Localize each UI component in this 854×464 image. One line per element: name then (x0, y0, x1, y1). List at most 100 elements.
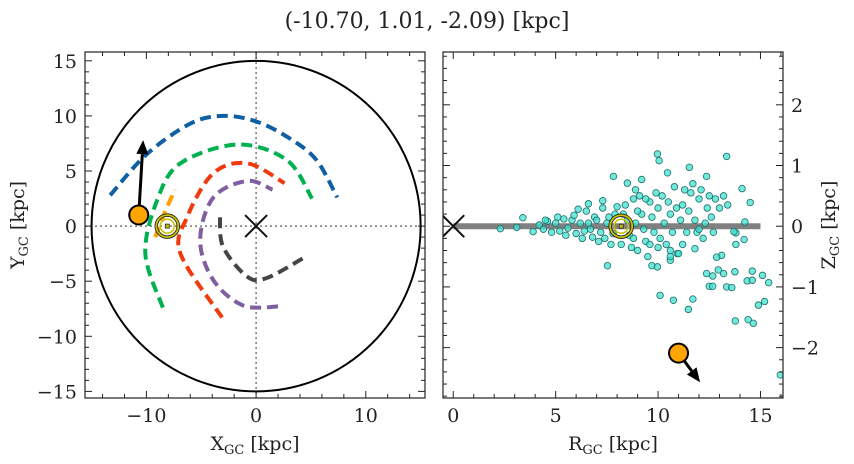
star-point (586, 225, 595, 233)
star-point (621, 201, 629, 209)
star-point (648, 213, 656, 221)
star-point (564, 224, 572, 232)
star-point (629, 195, 638, 203)
star-point (580, 227, 589, 235)
star-point (653, 263, 662, 271)
star-point (749, 319, 758, 328)
star-point (496, 224, 505, 233)
x-axis-label: XGC [kpc] (210, 433, 299, 458)
star-point (711, 195, 720, 203)
star-point (680, 186, 689, 194)
star-point (712, 253, 721, 261)
star-point (683, 228, 691, 236)
x-tick-label: 15 (748, 405, 772, 427)
y-tick-label: 10 (53, 106, 77, 128)
star-point (658, 192, 666, 200)
star-point (691, 244, 699, 253)
velocity-arrow-head (136, 140, 149, 155)
star-point (670, 183, 679, 191)
star-point (660, 219, 668, 227)
star-point (656, 234, 664, 243)
star-point (631, 186, 640, 194)
spiral-arm-5 (217, 217, 305, 283)
x-tick-label: 0 (250, 405, 262, 427)
star-point (653, 150, 662, 158)
star-point (702, 269, 711, 278)
star-point (719, 269, 728, 278)
y-tick-label: −5 (49, 271, 77, 293)
star-point (764, 278, 773, 287)
star-point (560, 215, 568, 223)
star-point (599, 197, 607, 205)
star-point (668, 228, 677, 236)
sun-marker-dot (164, 223, 170, 229)
star-point (664, 198, 673, 206)
star-point (666, 246, 675, 255)
spiral-arm-1 (143, 142, 314, 309)
star-point (674, 249, 683, 258)
axes-frame-right (442, 51, 784, 399)
plot-area-0 (85, 52, 425, 398)
ticks (85, 52, 425, 398)
star-point (669, 296, 678, 304)
star-point (699, 234, 707, 243)
axes-frame-left (84, 51, 426, 399)
star-point (633, 207, 642, 215)
object-marker (128, 204, 150, 226)
star-point (689, 295, 697, 303)
star-point (740, 235, 748, 244)
star-point (689, 180, 697, 188)
y-tick-label: −10 (37, 326, 77, 348)
star-point (551, 219, 560, 227)
star-point (731, 268, 739, 276)
star-point (654, 243, 662, 252)
y-tick-label: −1 (791, 277, 819, 299)
star-point (722, 152, 731, 161)
star-point (644, 252, 652, 261)
star-point (731, 317, 739, 325)
galactic-center-marker (244, 214, 268, 238)
star-point (617, 240, 625, 249)
star-point (603, 261, 612, 270)
x-tick-label: 0 (447, 405, 459, 427)
x-tick-label: 10 (354, 405, 378, 427)
star-point (748, 276, 756, 284)
star-point (594, 237, 603, 246)
star-point (553, 213, 562, 221)
star-point (576, 219, 584, 227)
x-tick-label: 5 (550, 405, 562, 427)
star-point (655, 156, 663, 165)
star-point (623, 179, 632, 187)
y-axis-label: YGC [kpc] (7, 181, 32, 270)
star-point (760, 297, 769, 306)
star-point (758, 271, 767, 280)
star-point (730, 227, 738, 236)
star-point (584, 200, 593, 208)
star-point (547, 228, 556, 236)
star-point (663, 169, 672, 177)
star-point (609, 172, 618, 181)
star-point (687, 189, 695, 197)
star-point (650, 228, 658, 236)
star-point (646, 240, 654, 249)
y-tick-label: 0 (65, 216, 77, 238)
y-tick-label: 2 (791, 95, 803, 117)
star-point (666, 252, 675, 261)
star-point (629, 234, 638, 243)
star-point (562, 231, 570, 240)
star-point (539, 225, 548, 233)
sun-marker-ring (155, 214, 180, 239)
star-point (741, 218, 749, 226)
star-point (676, 216, 685, 224)
star-point (684, 305, 693, 314)
star-point (662, 240, 670, 249)
y-tick-label: 1 (791, 156, 803, 178)
star-point (697, 186, 705, 194)
x-axis-label: RGC [kpc] (568, 433, 658, 458)
sun-marker-inner (613, 218, 629, 234)
spiral-arm-4 (198, 178, 279, 310)
star-point (656, 291, 664, 300)
star-point (654, 204, 662, 212)
